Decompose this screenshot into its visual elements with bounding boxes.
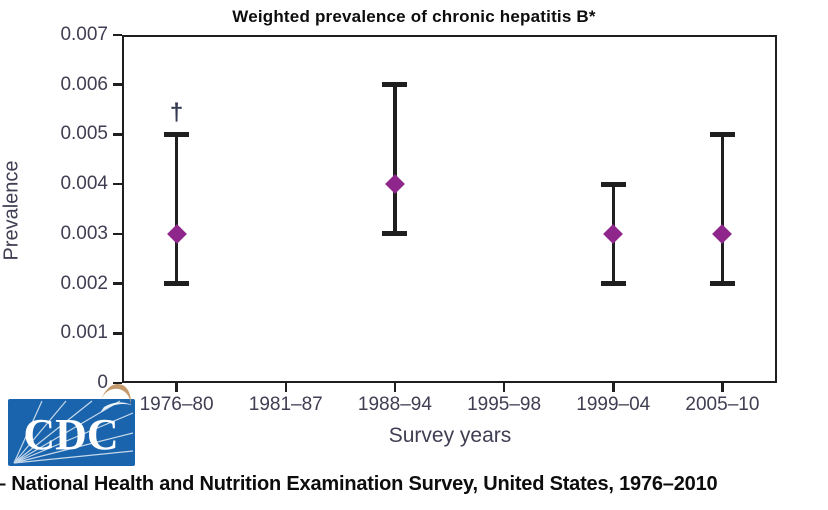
y-axis-tick-label: 0.003 <box>60 222 108 244</box>
error-bar-cap-bottom <box>382 231 408 237</box>
cdc-logo-text: CDC <box>23 410 118 459</box>
y-axis-tick <box>113 83 122 86</box>
x-axis-tick <box>175 383 178 392</box>
x-axis-tick-label: 1981–87 <box>248 394 323 415</box>
error-bar <box>174 134 179 284</box>
x-axis-tick-label: 1976–80 <box>139 394 214 415</box>
x-axis-tick <box>284 383 287 392</box>
cdc-logo-rays <box>13 400 134 464</box>
error-bar-cap-top <box>164 131 190 137</box>
y-axis-tick-label: 0.004 <box>60 173 108 195</box>
figure-footnote: – National Health and Nutrition Examinat… <box>0 473 718 495</box>
cdc-logo: CDC <box>8 399 135 466</box>
cdc-logo-swoosh <box>100 402 132 413</box>
y-axis-tick-label: 0.007 <box>60 24 108 45</box>
y-axis-tick-label: 0.005 <box>60 123 108 145</box>
error-bar-cap-top <box>600 181 626 187</box>
error-bar-cap-top <box>382 82 408 88</box>
y-axis-tick <box>113 33 122 37</box>
y-axis-tick-label: 0.002 <box>60 272 108 294</box>
x-axis-tick <box>612 383 615 392</box>
y-axis-tick <box>113 232 122 236</box>
error-bar-cap-bottom <box>709 281 735 287</box>
x-axis-tick-label: 1988–94 <box>357 394 432 415</box>
x-axis-tick <box>502 383 506 392</box>
plot-area <box>122 35 777 383</box>
y-axis-tick <box>113 381 122 385</box>
y-axis-tick <box>113 282 122 285</box>
y-axis-tick-label: 0.006 <box>60 73 108 95</box>
error-bar-cap-top <box>709 131 735 137</box>
x-axis-tick <box>721 383 724 392</box>
y-axis-tick <box>113 332 122 335</box>
x-axis-tick <box>393 383 397 392</box>
error-bar-cap-bottom <box>164 281 190 287</box>
y-axis-tick-label: 0 <box>97 372 108 393</box>
chart-title: Weighted prevalence of chronic hepatitis… <box>232 7 596 26</box>
x-axis-tick-label: 1995–98 <box>467 394 542 415</box>
cdc-logo-background <box>8 399 135 466</box>
x-axis-tick-label: 2005–10 <box>685 394 760 415</box>
error-bar <box>720 134 725 284</box>
y-axis-tick <box>113 133 122 136</box>
y-axis-tick-label: 0.001 <box>60 322 108 344</box>
x-axis-title: Survey years <box>388 424 512 447</box>
x-axis-tick-label: 1999–04 <box>576 394 651 415</box>
error-bar <box>393 84 397 234</box>
y-axis-title: Prevalence <box>0 160 23 261</box>
error-bar-cap-bottom <box>600 281 626 287</box>
dagger-annotation: † <box>169 99 184 127</box>
y-axis-tick <box>113 182 122 186</box>
